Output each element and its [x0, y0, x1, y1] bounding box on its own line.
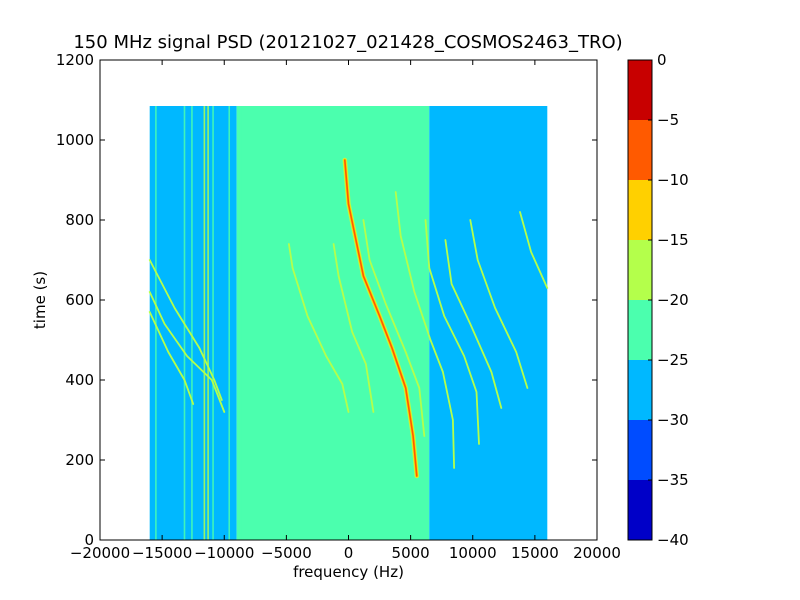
colorbar-tick-label-3: −15 — [657, 231, 689, 249]
y-axis-title: time (s) — [31, 271, 49, 329]
y-tick-label-3: 600 — [65, 291, 94, 309]
colorbar-tick-label-4: −20 — [657, 291, 689, 309]
signal-trace-1 — [394, 191, 455, 469]
colorbar-tick-label-6: −30 — [657, 411, 689, 429]
y-tick-label-4: 800 — [65, 211, 94, 229]
colorbar-ticks: 0 −5 −10 −15 −20 −25 −30 −35 −40 — [648, 51, 689, 549]
signal-trace-9 — [148, 291, 226, 413]
plot-area: −20000 −15000 −10000 −5000 0 5000 10000 15000 20… — [56, 51, 621, 562]
signal-trace-5 — [424, 219, 480, 445]
y-axis: 0 200 400 600 800 1000 1200 — [56, 51, 597, 549]
x-tick-label-5: 5000 — [392, 544, 430, 562]
signal-traces — [148, 106, 549, 540]
x-tick-label-3: −5000 — [261, 544, 312, 562]
colorbar: 0 −5 −10 −15 −20 −25 −30 −35 −40 — [627, 51, 689, 549]
heatmap-layer — [149, 106, 548, 540]
x-tick-label-2: −10000 — [194, 544, 254, 562]
signal-trace-7 — [469, 219, 529, 389]
signal-trace-4 — [362, 219, 426, 437]
colorbar-tick-label-8: −40 — [657, 531, 689, 549]
signal-trace-0 — [344, 159, 418, 477]
y-tick-label-6: 1200 — [56, 51, 94, 69]
heatmap-band-2 — [429, 106, 548, 540]
chart-title: 150 MHz signal PSD (20121027_021428_COSM… — [73, 32, 622, 53]
colorbar-tick-label-2: −10 — [657, 171, 689, 189]
colorbar-level-4 — [628, 240, 652, 300]
colorbar-level-3 — [628, 300, 652, 360]
colorbar-level-2 — [628, 360, 652, 420]
x-axis-title: frequency (Hz) — [293, 563, 404, 581]
heatmap-band-1 — [236, 106, 430, 540]
colorbar-tick-label-7: −35 — [657, 471, 689, 489]
colorbar-level-1 — [628, 420, 652, 480]
colorbar-level-7 — [628, 60, 652, 120]
signal-trace-3 — [332, 243, 375, 413]
colorbar-level-0 — [628, 480, 652, 540]
y-tick-label-1: 200 — [65, 451, 94, 469]
y-tick-label-5: 1000 — [56, 131, 94, 149]
x-tick-label-4: 0 — [344, 544, 354, 562]
x-tick-label-7: 15000 — [511, 544, 559, 562]
colorbar-tick-label-1: −5 — [657, 111, 679, 129]
y-tick-label-0: 0 — [84, 531, 94, 549]
colorbar-tick-label-0: 0 — [657, 51, 667, 69]
colorbar-levels — [628, 60, 652, 540]
signal-trace-6 — [444, 239, 503, 409]
x-axis: −20000 −15000 −10000 −5000 0 5000 10000 15000 20… — [70, 60, 621, 562]
x-tick-label-1: −15000 — [132, 544, 192, 562]
colorbar-level-6 — [628, 120, 652, 180]
signal-trace-10 — [148, 259, 223, 401]
y-tick-label-2: 400 — [65, 371, 94, 389]
x-tick-label-0: −20000 — [70, 544, 130, 562]
x-tick-label-8: 20000 — [573, 544, 621, 562]
colorbar-level-5 — [628, 180, 652, 240]
x-tick-label-6: 10000 — [449, 544, 497, 562]
signal-trace-8 — [519, 211, 549, 289]
signal-trace-2 — [288, 243, 350, 413]
colorbar-tick-label-5: −25 — [657, 351, 689, 369]
signal-trace-11 — [148, 311, 195, 405]
heatmap-band-0 — [149, 106, 237, 540]
